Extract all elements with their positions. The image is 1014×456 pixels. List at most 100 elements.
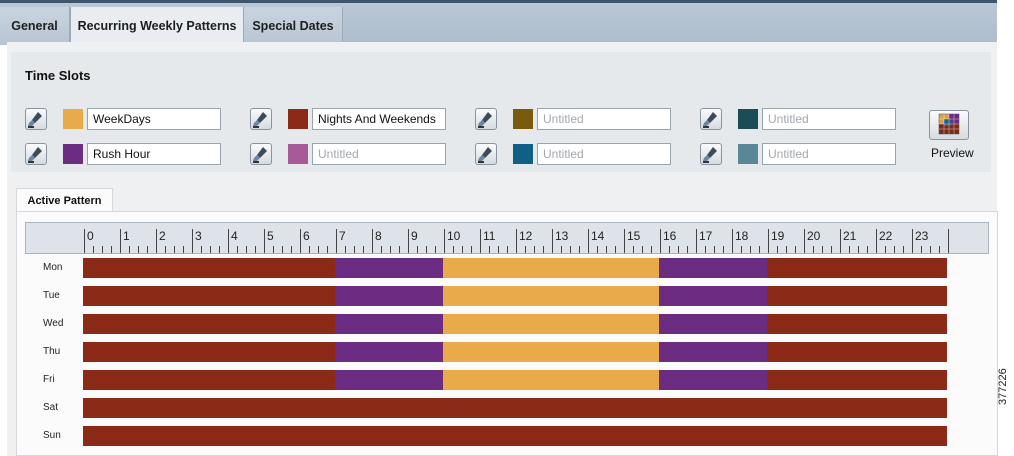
pattern-segment[interactable] <box>659 314 767 334</box>
ruler-tick <box>390 246 391 253</box>
time-slot-row <box>475 108 675 132</box>
ruler-tick <box>534 246 535 253</box>
pattern-segment[interactable] <box>659 258 767 278</box>
slot-color-swatch[interactable] <box>738 109 758 129</box>
pattern-segment[interactable] <box>659 286 767 306</box>
day-label: Sat <box>43 402 59 413</box>
pattern-segment[interactable] <box>83 426 947 446</box>
ruler-tick <box>768 229 769 253</box>
tab-general[interactable]: General <box>0 7 70 45</box>
slot-color-swatch[interactable] <box>63 109 83 129</box>
pattern-segment[interactable] <box>83 398 947 418</box>
ruler-tick <box>273 246 274 253</box>
ruler-tick <box>111 246 112 253</box>
time-slot-row <box>25 108 225 132</box>
ruler-tick <box>174 246 175 253</box>
pattern-segment[interactable] <box>767 370 947 390</box>
paintbrush-icon[interactable] <box>250 108 272 130</box>
paintbrush-icon[interactable] <box>475 143 497 165</box>
ruler-tick <box>417 246 418 253</box>
pattern-segment[interactable] <box>443 370 659 390</box>
slot-name-input[interactable] <box>87 143 221 165</box>
pattern-segment[interactable] <box>335 342 443 362</box>
tab-recurring-weekly-patterns[interactable]: Recurring Weekly Patterns <box>70 7 244 45</box>
hour-label: 6 <box>303 229 310 243</box>
hour-label: 9 <box>411 229 418 243</box>
ruler-tick <box>408 229 409 253</box>
paintbrush-icon[interactable] <box>25 108 47 130</box>
pattern-segment[interactable] <box>83 258 335 278</box>
ruler-tick <box>264 229 265 253</box>
slot-color-swatch[interactable] <box>738 144 758 164</box>
ruler-tick <box>831 246 832 253</box>
ruler-tick <box>795 246 796 253</box>
ruler-tick <box>480 229 481 253</box>
pattern-segment[interactable] <box>335 258 443 278</box>
tab-special-dates[interactable]: Special Dates <box>244 7 343 45</box>
pattern-segment[interactable] <box>443 342 659 362</box>
ruler-tick <box>183 246 184 253</box>
ruler-tick <box>129 246 130 253</box>
slot-color-swatch[interactable] <box>513 144 533 164</box>
pattern-segment[interactable] <box>335 286 443 306</box>
pattern-segment[interactable] <box>83 314 335 334</box>
hour-label: 10 <box>447 229 461 243</box>
ruler-tick <box>561 246 562 253</box>
ruler-tick <box>849 246 850 253</box>
pattern-segment[interactable] <box>335 370 443 390</box>
paintbrush-icon[interactable] <box>25 143 47 165</box>
paintbrush-icon[interactable] <box>700 143 722 165</box>
preview-button[interactable] <box>929 110 969 140</box>
ruler-tick <box>363 246 364 253</box>
slot-name-input[interactable] <box>312 108 446 130</box>
slot-color-swatch[interactable] <box>63 144 83 164</box>
ruler-tick <box>147 246 148 253</box>
tab-active-pattern[interactable]: Active Pattern <box>16 188 113 212</box>
ruler-tick <box>867 246 868 253</box>
slot-name-input[interactable] <box>537 108 671 130</box>
slot-color-swatch[interactable] <box>513 109 533 129</box>
slot-color-swatch[interactable] <box>288 109 308 129</box>
slot-name-input[interactable] <box>537 143 671 165</box>
pattern-segment[interactable] <box>443 258 659 278</box>
day-label: Fri <box>43 374 55 385</box>
ruler-tick <box>876 229 877 253</box>
hour-ruler: 0 1 2 3 4 5 6 7 8 9 10 11 12 13 14 15 16 17 18 19 20 21 22 23 <box>25 222 989 254</box>
paintbrush-icon[interactable] <box>250 143 272 165</box>
ruler-tick <box>948 229 949 253</box>
time-slot-row <box>700 108 900 132</box>
pattern-segment[interactable] <box>443 286 659 306</box>
ruler-tick <box>192 229 193 253</box>
ruler-tick <box>894 246 895 253</box>
pattern-segment[interactable] <box>83 370 335 390</box>
time-slot-row <box>475 143 675 167</box>
pattern-segment[interactable] <box>83 286 335 306</box>
hour-label: 8 <box>375 229 382 243</box>
ruler-tick <box>714 246 715 253</box>
paintbrush-icon[interactable] <box>475 108 497 130</box>
pattern-segment[interactable] <box>659 342 767 362</box>
slot-name-input[interactable] <box>312 143 446 165</box>
slot-name-input[interactable] <box>762 143 896 165</box>
pattern-segment[interactable] <box>767 286 947 306</box>
hour-label: 14 <box>591 229 605 243</box>
slot-name-input[interactable] <box>87 108 221 130</box>
ruler-tick <box>228 229 229 253</box>
ruler-tick <box>912 229 913 253</box>
pattern-segment[interactable] <box>659 370 767 390</box>
ruler-tick <box>444 229 445 253</box>
pattern-segment[interactable] <box>767 258 947 278</box>
pattern-segment[interactable] <box>767 314 947 334</box>
ruler-tick <box>813 246 814 253</box>
ruler-tick <box>516 229 517 253</box>
paintbrush-icon[interactable] <box>700 108 722 130</box>
pattern-segment[interactable] <box>83 342 335 362</box>
slot-color-swatch[interactable] <box>288 144 308 164</box>
slot-name-input[interactable] <box>762 108 896 130</box>
pattern-segment[interactable] <box>443 314 659 334</box>
ruler-tick <box>588 229 589 253</box>
pattern-segment[interactable] <box>335 314 443 334</box>
ruler-tick <box>489 246 490 253</box>
pattern-segment[interactable] <box>767 342 947 362</box>
ruler-tick <box>669 246 670 253</box>
